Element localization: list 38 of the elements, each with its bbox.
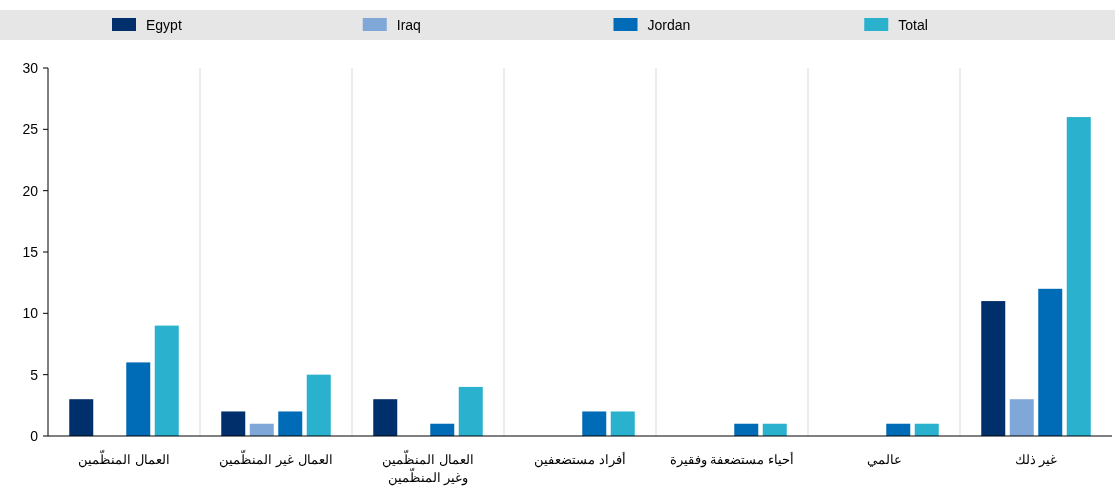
bar [886,423,911,436]
bar [249,423,274,436]
bar [306,374,331,436]
y-tick-label: 0 [30,428,39,444]
bar [582,411,607,436]
x-tick-label: العمال المنظّمين [78,449,170,468]
x-tick-label: العمال غير المنظّمين [219,449,333,468]
y-tick-label: 20 [22,182,39,199]
bar [762,423,787,436]
y-tick-label: 5 [30,366,39,383]
bar [914,423,939,436]
bar [1009,399,1034,436]
x-tick-label: أحياء مستضعفة وفقيرة [669,451,795,468]
bar [1038,288,1063,436]
x-tick-label: غير ذلك [1014,452,1058,468]
x-tick-label: العمال المنظّمين وغير المنظّمين [382,449,474,486]
bar [278,411,303,436]
bar [981,301,1006,436]
legend-label: Egypt [146,17,182,33]
x-tick-label: أفراد مستضعفين [534,451,626,468]
bar [610,411,635,436]
bar [1066,117,1091,436]
bar [221,411,246,436]
bar [430,423,455,436]
y-tick-label: 25 [22,121,39,138]
bar [373,399,398,436]
bar [734,423,759,436]
bar [126,362,151,436]
legend-label: Jordan [647,17,691,33]
legend-label: Total [898,17,928,33]
bar [69,399,94,436]
legend-label: Iraq [396,17,421,33]
y-tick-label: 30 [22,60,39,76]
bar [154,325,179,436]
bar [458,386,483,436]
y-tick-label: 10 [22,305,39,322]
y-tick-label: 15 [22,244,39,260]
x-tick-label: عالمي [866,452,902,467]
